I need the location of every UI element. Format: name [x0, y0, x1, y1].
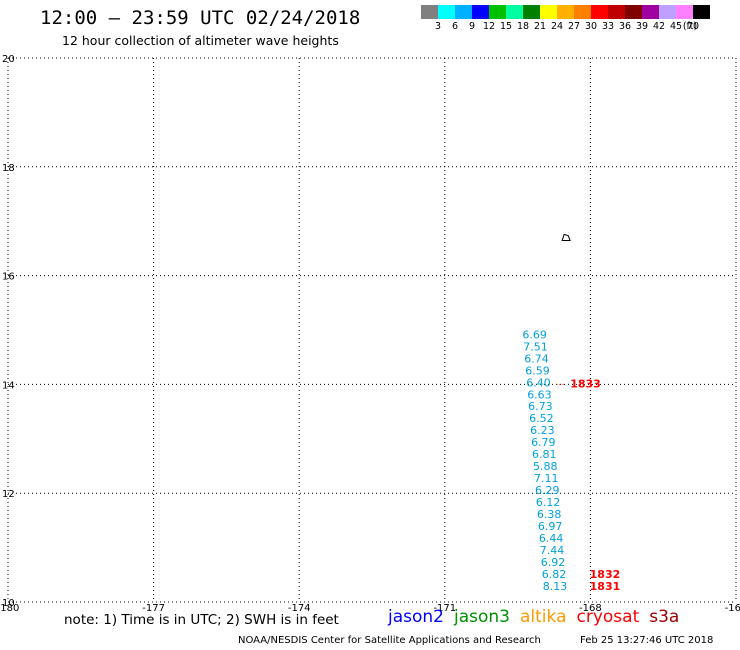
mission-s3a: s3a — [649, 607, 680, 627]
color-legend: 3 6 9 12 15 18 21 24 27 30 33 36 39 42 45 70 (ft) — [421, 5, 740, 32]
y-tick-label: 20 — [2, 54, 15, 65]
wave-height-label: 6.52 — [529, 412, 554, 425]
legend-label: 15 — [499, 21, 513, 32]
generation-timestamp: Feb 25 13:27:46 UTC 2018 — [580, 635, 714, 646]
legend-label: (ft) — [682, 21, 698, 32]
legend-swatch — [438, 5, 455, 19]
legend-swatch — [591, 5, 608, 19]
wave-height-label: 6.81 — [532, 448, 557, 461]
wave-height-label: 7.51 — [523, 340, 548, 353]
mission-jason2: jason2 — [388, 607, 444, 627]
time-label: 1833 — [570, 377, 601, 390]
legend-label: 3 — [434, 21, 442, 32]
legend-swatch — [659, 5, 676, 19]
wave-height-label: 6.97 — [538, 520, 563, 533]
legend-label: 9 — [468, 21, 476, 32]
legend-swatch — [455, 5, 472, 19]
footer-note: note: 1) Time is in UTC; 2) SWH is in fe… — [64, 612, 339, 628]
wave-height-label: 6.23 — [530, 424, 555, 437]
legend-label: 24 — [550, 21, 564, 32]
wave-height-label: 6.74 — [524, 352, 549, 365]
map-title: 12:00 – 23:59 UTC 02/24/2018 — [40, 7, 361, 29]
wave-height-label: 5.88 — [533, 460, 558, 473]
wave-height-label: 8.13 — [543, 580, 568, 593]
legend-label: 18 — [516, 21, 530, 32]
mission-cryosat: cryosat — [576, 607, 640, 627]
wave-height-label: 6.29 — [535, 484, 560, 497]
legend-label: 6 — [451, 21, 459, 32]
wave-height-label: 7.44 — [540, 544, 565, 557]
wave-height-label: 6.63 — [527, 388, 552, 401]
legend-swatch — [676, 5, 693, 19]
legend-swatch — [574, 5, 591, 19]
y-tick-label: 10 — [2, 598, 15, 609]
y-tick-label: 16 — [2, 272, 15, 283]
wave-height-label: 6.44 — [539, 532, 564, 545]
legend-label: 12 — [482, 21, 496, 32]
legend-swatches — [421, 5, 740, 19]
wave-height-label: 6.92 — [541, 556, 566, 569]
legend-swatch — [472, 5, 489, 19]
y-tick-label: 14 — [2, 380, 15, 391]
x-tick-label: -165 — [725, 603, 740, 614]
legend-swatch — [540, 5, 557, 19]
legend-label: 33 — [601, 21, 615, 32]
legend-label: 70 — [686, 21, 700, 32]
wave-height-label: 6.79 — [531, 436, 556, 449]
wave-height-label: 7.11 — [534, 472, 559, 485]
mission-jason3: jason3 — [454, 607, 510, 627]
y-tick-label: 18 — [2, 163, 15, 174]
legend-label: 36 — [618, 21, 632, 32]
legend-swatch — [489, 5, 506, 19]
wave-height-label: 6.73 — [528, 400, 553, 413]
legend-label: 30 — [584, 21, 598, 32]
legend-swatch — [608, 5, 625, 19]
map-subtitle: 12 hour collection of altimeter wave hei… — [62, 33, 339, 48]
wave-height-label: 6.38 — [537, 508, 562, 521]
x-tick-label: -171 — [433, 603, 456, 614]
wave-height-label: 6.82 — [542, 568, 567, 581]
x-tick-label: -177 — [142, 603, 165, 614]
legend-label: 42 — [652, 21, 666, 32]
mission-legend: jason2 jason3 altika cryosat s3a — [388, 607, 689, 627]
time-label: 1832 — [590, 568, 621, 581]
mission-altika: altika — [520, 607, 567, 627]
legend-swatch — [693, 5, 710, 19]
x-tick-label: -168 — [579, 603, 602, 614]
legend-swatch — [523, 5, 540, 19]
x-tick-label: -180 — [0, 603, 19, 614]
wave-height-label: 6.69 — [522, 328, 547, 341]
legend-label: 27 — [567, 21, 581, 32]
legend-label: 39 — [635, 21, 649, 32]
legend-swatch — [625, 5, 642, 19]
legend-swatch — [642, 5, 659, 19]
island-outline-icon — [561, 233, 571, 242]
wave-height-label: 6.12 — [536, 496, 561, 509]
legend-swatch — [506, 5, 523, 19]
credit-text: NOAA/NESDIS Center for Satellite Applica… — [238, 635, 541, 646]
x-tick-label: -174 — [288, 603, 311, 614]
wave-height-label: 6.40 — [526, 376, 551, 389]
legend-label: 45 — [669, 21, 683, 32]
legend-label: 21 — [533, 21, 547, 32]
y-tick-label: 12 — [2, 489, 15, 500]
legend-swatch — [557, 5, 574, 19]
legend-labels: 3 6 9 12 15 18 21 24 27 30 33 36 39 42 45 70 (ft) — [421, 19, 740, 32]
wave-height-label: 6.59 — [525, 364, 550, 377]
legend-swatch — [421, 5, 438, 19]
time-label: 1831 — [590, 580, 621, 593]
